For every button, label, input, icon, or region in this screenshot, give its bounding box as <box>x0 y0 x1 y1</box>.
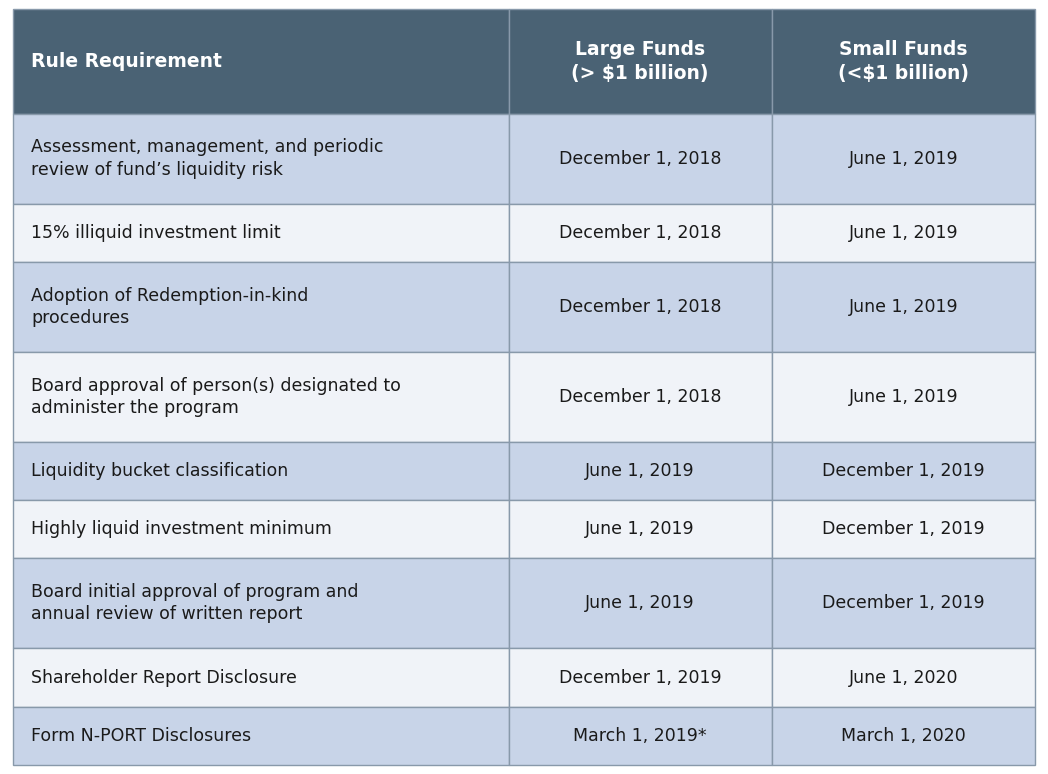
Text: June 1, 2019: June 1, 2019 <box>849 224 958 241</box>
Text: Assessment, management, and periodic
review of fund’s liquidity risk: Assessment, management, and periodic rev… <box>31 139 384 179</box>
Bar <box>13 649 508 707</box>
Bar <box>13 262 508 352</box>
Text: December 1, 2018: December 1, 2018 <box>559 149 721 168</box>
Bar <box>508 558 771 649</box>
Bar <box>13 9 508 114</box>
Text: December 1, 2018: December 1, 2018 <box>559 224 721 241</box>
Bar <box>508 500 771 558</box>
Bar <box>771 500 1035 558</box>
Bar <box>508 442 771 500</box>
Bar <box>771 707 1035 765</box>
Text: December 1, 2019: December 1, 2019 <box>823 462 985 480</box>
Text: June 1, 2019: June 1, 2019 <box>585 520 695 538</box>
Text: Liquidity bucket classification: Liquidity bucket classification <box>31 462 288 480</box>
Text: Board approval of person(s) designated to
administer the program: Board approval of person(s) designated t… <box>31 377 401 417</box>
Bar <box>508 9 771 114</box>
Bar <box>771 262 1035 352</box>
Bar <box>13 352 508 442</box>
Text: December 1, 2019: December 1, 2019 <box>823 520 985 538</box>
Text: December 1, 2019: December 1, 2019 <box>823 594 985 612</box>
Text: June 1, 2019: June 1, 2019 <box>849 388 958 406</box>
Bar <box>771 442 1035 500</box>
Text: March 1, 2019*: March 1, 2019* <box>573 727 707 745</box>
Bar <box>771 649 1035 707</box>
Text: June 1, 2019: June 1, 2019 <box>585 594 695 612</box>
Bar <box>508 649 771 707</box>
Bar <box>771 204 1035 262</box>
Text: Adoption of Redemption-in-kind
procedures: Adoption of Redemption-in-kind procedure… <box>31 286 309 327</box>
Bar <box>771 9 1035 114</box>
Text: Small Funds
(<$1 billion): Small Funds (<$1 billion) <box>838 39 969 83</box>
Text: Large Funds
(> $1 billion): Large Funds (> $1 billion) <box>571 39 708 83</box>
Text: Rule Requirement: Rule Requirement <box>31 52 222 71</box>
Bar <box>771 352 1035 442</box>
Bar <box>508 204 771 262</box>
Bar <box>13 442 508 500</box>
Bar <box>13 558 508 649</box>
Text: December 1, 2018: December 1, 2018 <box>559 388 721 406</box>
Bar <box>508 707 771 765</box>
Bar <box>508 114 771 204</box>
Text: December 1, 2019: December 1, 2019 <box>559 669 721 687</box>
Text: June 1, 2019: June 1, 2019 <box>849 149 958 168</box>
Text: December 1, 2018: December 1, 2018 <box>559 298 721 316</box>
Text: Board initial approval of program and
annual review of written report: Board initial approval of program and an… <box>31 584 358 624</box>
Bar <box>508 262 771 352</box>
Text: 15% illiquid investment limit: 15% illiquid investment limit <box>31 224 281 241</box>
Bar <box>508 352 771 442</box>
Text: March 1, 2020: March 1, 2020 <box>842 727 966 745</box>
Bar <box>771 114 1035 204</box>
Bar <box>13 204 508 262</box>
Text: Form N-PORT Disclosures: Form N-PORT Disclosures <box>31 727 252 745</box>
Text: Shareholder Report Disclosure: Shareholder Report Disclosure <box>31 669 298 687</box>
Text: Highly liquid investment minimum: Highly liquid investment minimum <box>31 520 332 538</box>
Bar <box>13 114 508 204</box>
Text: June 1, 2019: June 1, 2019 <box>585 462 695 480</box>
Bar <box>13 707 508 765</box>
Bar <box>771 558 1035 649</box>
Text: June 1, 2019: June 1, 2019 <box>849 298 958 316</box>
Bar <box>13 500 508 558</box>
Text: June 1, 2020: June 1, 2020 <box>849 669 958 687</box>
